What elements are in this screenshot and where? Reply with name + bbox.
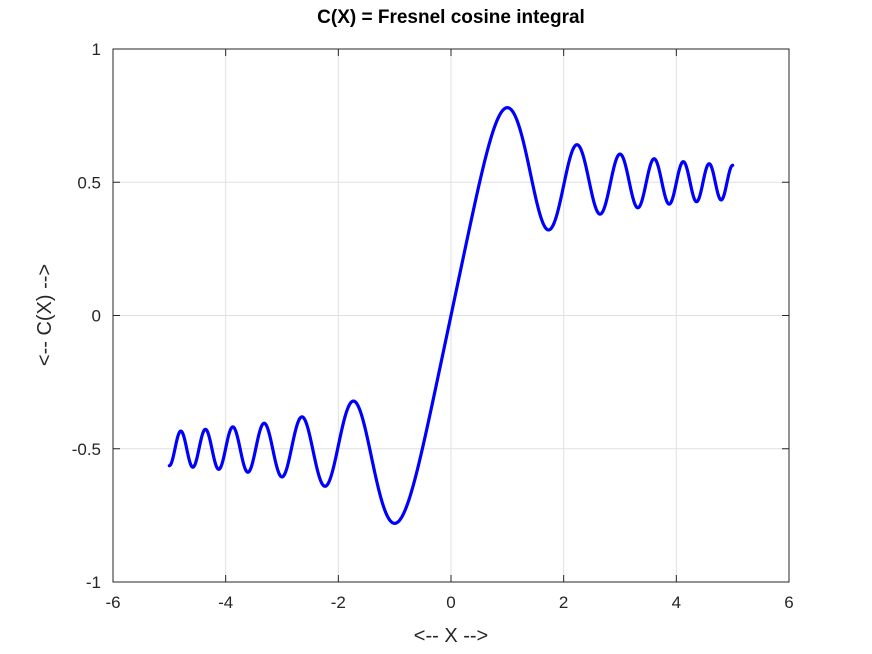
y-tick-label: 0.5 bbox=[77, 173, 101, 192]
x-tick-label: -4 bbox=[218, 593, 233, 612]
x-tick-label: 4 bbox=[672, 593, 681, 612]
x-tick-label: 6 bbox=[784, 593, 793, 612]
x-tick-label: 2 bbox=[559, 593, 568, 612]
y-axis-label: <-- C(X) --> bbox=[34, 264, 56, 366]
chart-title: C(X) = Fresnel cosine integral bbox=[317, 7, 585, 28]
series-layer bbox=[167, 106, 735, 525]
x-tick-label: -6 bbox=[105, 593, 120, 612]
axis-ticks: -6 -4 -2 0 2 4 6 -1 -0.5 0 0.5 1 bbox=[72, 40, 794, 612]
y-tick-label: -1 bbox=[86, 573, 101, 592]
series-line-fresnel-c bbox=[167, 106, 735, 525]
x-tick-label: 0 bbox=[446, 593, 455, 612]
x-tick-label: -2 bbox=[331, 593, 346, 612]
y-tick-label: 0 bbox=[92, 307, 101, 326]
y-tick-label: -0.5 bbox=[72, 440, 101, 459]
y-tick-label: 1 bbox=[92, 40, 101, 59]
x-axis-label: <-- X --> bbox=[414, 625, 488, 647]
